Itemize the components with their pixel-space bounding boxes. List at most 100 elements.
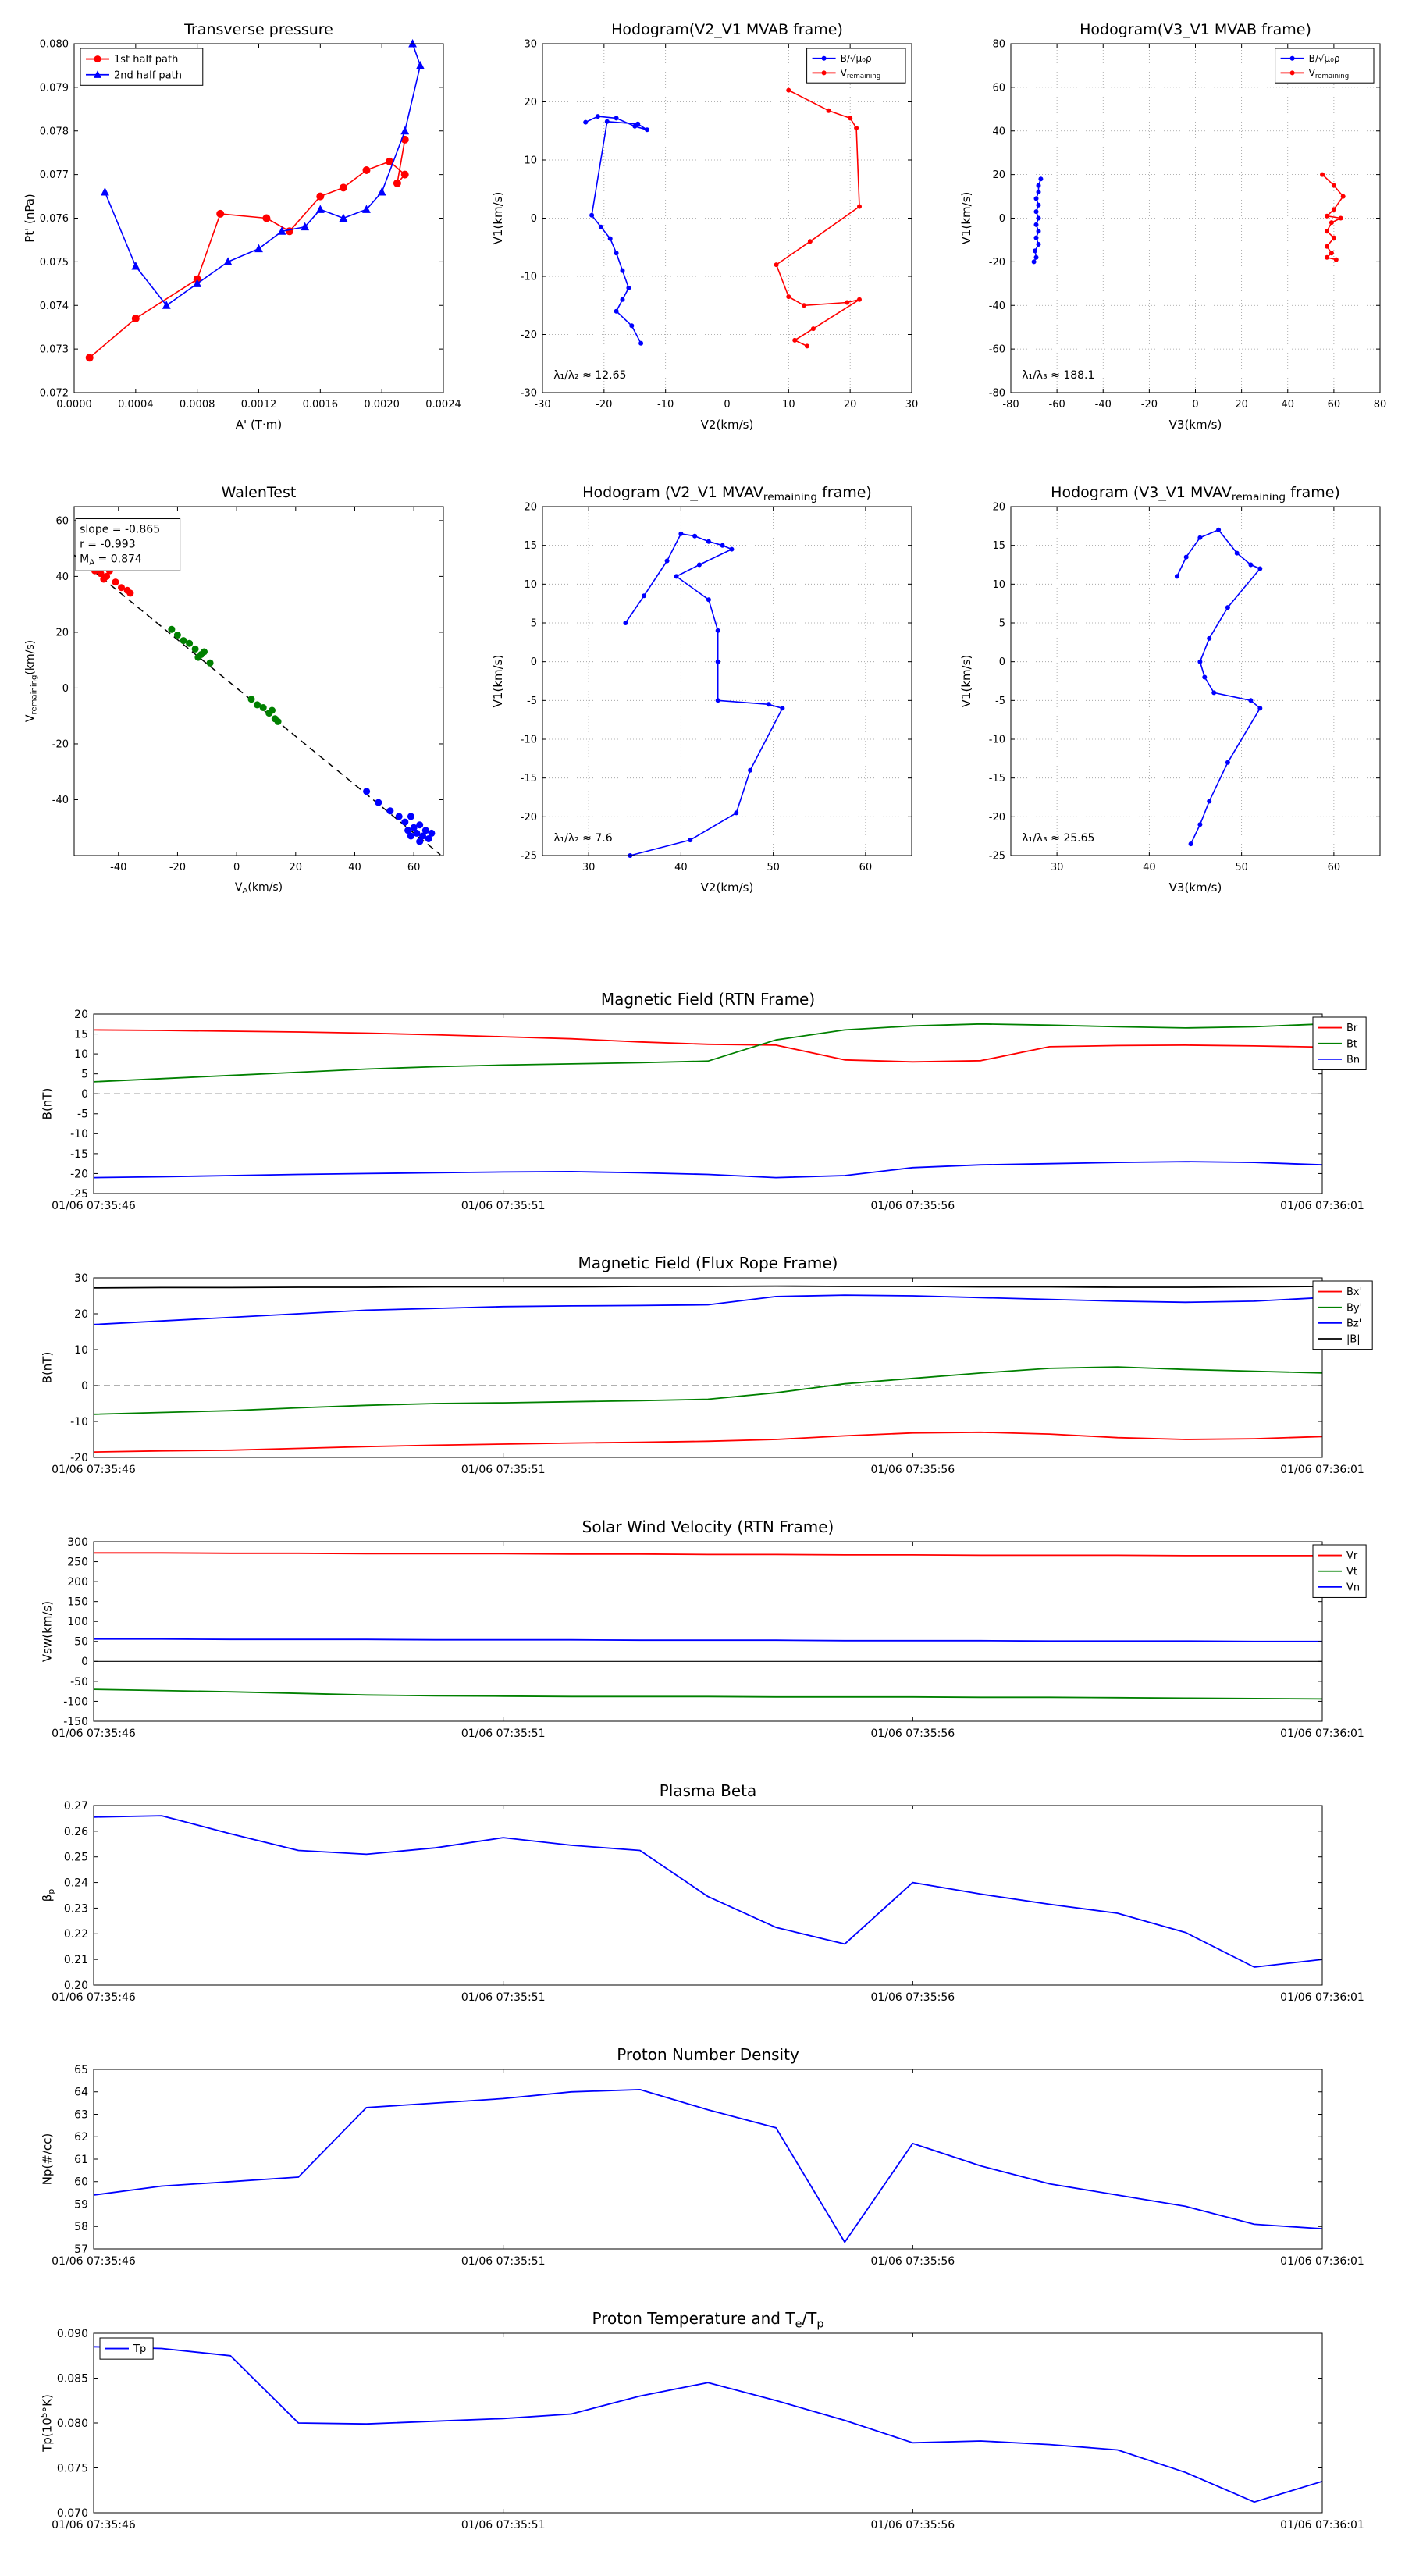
svg-text:0.0012: 0.0012 [241, 399, 277, 411]
svg-text:30: 30 [524, 39, 537, 51]
plasma-beta-chart: 01/06 07:35:46 01/06 07:35:51 01/06 07:35:… [0, 1770, 1405, 2025]
svg-text:01/06 07:35:46: 01/06 07:35:46 [52, 2255, 136, 2268]
svg-text:WalenTest: WalenTest [222, 484, 297, 501]
svg-text:Vt: Vt [1346, 1566, 1357, 1578]
svg-text:40: 40 [1143, 862, 1156, 873]
svg-text:V2(km/s): V2(km/s) [701, 418, 754, 432]
svg-text:0: 0 [81, 1088, 88, 1101]
svg-text:80: 80 [1374, 399, 1387, 411]
svg-text:-40: -40 [989, 301, 1005, 312]
svg-text:20: 20 [74, 1009, 88, 1021]
svg-text:-20: -20 [521, 812, 537, 824]
svg-text:01/06 07:36:01: 01/06 07:36:01 [1280, 2255, 1364, 2268]
svg-text:20: 20 [992, 502, 1005, 514]
svg-text:-10: -10 [70, 1416, 88, 1429]
svg-text:64: 64 [74, 2087, 88, 2099]
svg-text:63: 63 [74, 2108, 88, 2121]
svg-text:57: 57 [74, 2243, 88, 2256]
svg-text:B/√μ₀ρ: B/√μ₀ρ [1309, 53, 1340, 64]
svg-text:λ₁/λ₃ ≈ 188.1: λ₁/λ₃ ≈ 188.1 [1022, 369, 1094, 382]
svg-text:Np(#/cc): Np(#/cc) [41, 2133, 55, 2186]
svg-text:01/06 07:35:51: 01/06 07:35:51 [461, 1464, 546, 1476]
series-Br [93, 1029, 1323, 1063]
svg-text:B/√μ₀ρ: B/√μ₀ρ [841, 53, 872, 64]
svg-text:0.070: 0.070 [57, 2507, 88, 2520]
svg-text:01/06 07:35:51: 01/06 07:35:51 [461, 2255, 546, 2268]
svg-text:5: 5 [81, 1069, 88, 1081]
svg-text:10: 10 [74, 1344, 88, 1357]
series-alfven-velocity [583, 114, 649, 346]
svg-text:-5: -5 [527, 696, 537, 707]
svg-text:-50: -50 [70, 1676, 88, 1688]
svg-text:0: 0 [81, 1380, 88, 1393]
svg-text:-15: -15 [521, 773, 537, 785]
svg-text:30: 30 [905, 399, 919, 411]
svg-text:01/06 07:35:56: 01/06 07:35:56 [870, 1991, 955, 2004]
svg-text:MA = 0.874: MA = 0.874 [80, 553, 142, 567]
svg-text:-20: -20 [596, 399, 612, 411]
svg-text:0.23: 0.23 [64, 1902, 88, 1915]
svg-text:Solar Wind Velocity (RTN Frame: Solar Wind Velocity (RTN Frame) [582, 1517, 834, 1536]
svg-text:60: 60 [859, 862, 873, 873]
svg-text:-20: -20 [989, 257, 1005, 269]
svg-text:100: 100 [67, 1616, 88, 1628]
svg-text:10: 10 [524, 579, 537, 591]
svg-text:Pt' (nPa): Pt' (nPa) [23, 194, 37, 243]
svg-text:-40: -40 [52, 795, 69, 806]
svg-text:-10: -10 [989, 735, 1005, 746]
svg-text:0.074: 0.074 [40, 301, 69, 312]
svg-text:V2(km/s): V2(km/s) [701, 881, 754, 895]
hodogram-row-2: -40 -20 0 20 40 60 -40 -20 0 20 40 60 WalenTest VA(km… [0, 455, 1405, 918]
svg-text:60: 60 [1328, 862, 1341, 873]
series-B-magnitude [93, 1285, 1323, 1289]
svg-text:B(nT): B(nT) [41, 1352, 55, 1384]
series-v-remaining [1320, 172, 1346, 262]
svg-text:Vremaining: Vremaining [841, 68, 881, 81]
svg-text:30: 30 [1051, 862, 1064, 873]
svg-text:15: 15 [74, 1028, 88, 1041]
svg-text:01/06 07:36:01: 01/06 07:36:01 [1280, 1991, 1364, 2004]
svg-text:Magnetic Field (Flux Rope Fram: Magnetic Field (Flux Rope Frame) [578, 1254, 838, 1272]
svg-text:01/06 07:35:46: 01/06 07:35:46 [52, 1991, 136, 2004]
svg-text:-100: -100 [63, 1695, 88, 1708]
svg-text:15: 15 [992, 540, 1005, 552]
svg-text:50: 50 [74, 1636, 88, 1649]
series-Bz-prime [93, 1294, 1323, 1325]
svg-text:0.21: 0.21 [64, 1954, 88, 1966]
svg-text:61: 61 [74, 2154, 88, 2166]
svg-text:slope = -0.865: slope = -0.865 [80, 524, 160, 536]
svg-text:30: 30 [582, 862, 596, 873]
svg-text:60: 60 [992, 82, 1005, 94]
solar-wind-velocity-chart: 01/06 07:35:46 01/06 07:35:51 01/06 07:35:… [0, 1507, 1405, 1761]
svg-text:20: 20 [290, 862, 303, 873]
svg-text:λ₁/λ₂ ≈ 12.65: λ₁/λ₂ ≈ 12.65 [553, 369, 626, 382]
series-v-remaining-hodogram [1174, 527, 1263, 847]
svg-text:15: 15 [524, 540, 537, 552]
svg-text:0: 0 [81, 1656, 88, 1668]
svg-text:-10: -10 [70, 1128, 88, 1140]
svg-text:0: 0 [233, 862, 240, 873]
svg-text:0.072: 0.072 [40, 388, 69, 400]
svg-text:Vremaining: Vremaining [1309, 68, 1350, 81]
svg-text:λ₁/λ₂ ≈ 7.6: λ₁/λ₂ ≈ 7.6 [553, 832, 613, 845]
svg-text:VA(km/s): VA(km/s) [235, 881, 283, 895]
svg-text:0: 0 [999, 213, 1005, 225]
series-Tp [93, 2346, 1323, 2503]
svg-text:01/06 07:35:46: 01/06 07:35:46 [52, 1727, 136, 1740]
svg-text:20: 20 [844, 399, 857, 411]
svg-text:60: 60 [407, 862, 421, 873]
svg-text:5: 5 [531, 618, 537, 630]
series-beta-p [93, 1815, 1323, 1968]
svg-text:Bn: Bn [1346, 1054, 1360, 1066]
magnetic-field-fluxrope-chart: 01/06 07:35:46 01/06 07:35:51 01/06 07:35:… [0, 1243, 1405, 1497]
svg-text:1st half path: 1st half path [114, 54, 178, 66]
svg-text:-40: -40 [110, 862, 126, 873]
svg-text:01/06 07:36:01: 01/06 07:36:01 [1280, 2519, 1364, 2532]
svg-text:2nd half path: 2nd half path [114, 69, 182, 81]
svg-text:01/06 07:35:46: 01/06 07:35:46 [52, 1464, 136, 1476]
svg-text:40: 40 [55, 571, 69, 583]
series-Bt [93, 1023, 1323, 1083]
svg-text:V1(km/s): V1(km/s) [959, 192, 973, 245]
svg-text:58: 58 [74, 2221, 88, 2233]
